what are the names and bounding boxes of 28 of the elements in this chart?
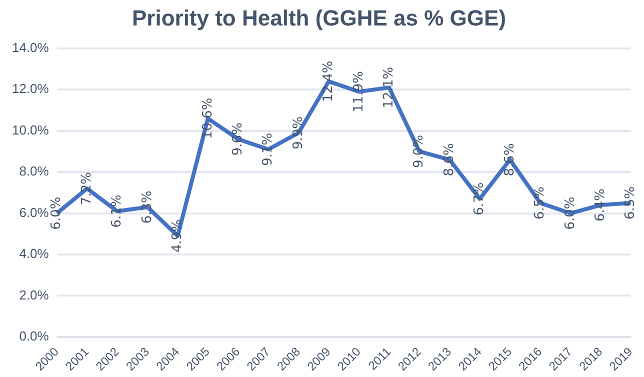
y-tick-label: 4.0% bbox=[19, 246, 50, 262]
y-tick-label: 8.0% bbox=[19, 164, 50, 179]
y-tick-label: 2.0% bbox=[19, 287, 50, 302]
y-tick-label: 0.0% bbox=[19, 328, 50, 344]
data-label: 10.6% bbox=[200, 98, 216, 140]
data-label: 9.0% bbox=[412, 134, 427, 168]
chart-title: Priority to Health (GGHE as % GGE) bbox=[132, 5, 506, 30]
data-label: 12.1% bbox=[382, 66, 397, 108]
y-tick-label: 6.0% bbox=[19, 204, 50, 220]
data-label: 8.6% bbox=[442, 143, 457, 176]
data-label: 9.9% bbox=[290, 116, 306, 150]
y-tick-label: 10.0% bbox=[12, 122, 50, 138]
y-tick-label: 12.0% bbox=[12, 81, 50, 96]
data-label: 11.9% bbox=[351, 71, 366, 112]
data-label: 6.5% bbox=[532, 186, 548, 220]
data-label: 6.0% bbox=[562, 196, 578, 230]
data-label: 9.6% bbox=[230, 122, 246, 156]
data-label: 6.5% bbox=[623, 186, 638, 220]
data-label: 9.1% bbox=[260, 132, 276, 166]
data-label: 4.9% bbox=[170, 219, 186, 252]
data-label: 6.4% bbox=[592, 188, 608, 222]
data-label: 7.2% bbox=[79, 172, 94, 206]
data-label: 8.6% bbox=[502, 143, 518, 176]
data-label: 12.4% bbox=[321, 60, 336, 102]
data-label: 6.1% bbox=[110, 194, 125, 228]
data-label: 6.7% bbox=[472, 182, 488, 216]
data-label: 6.3% bbox=[140, 190, 155, 224]
y-tick-label: 14.0% bbox=[12, 40, 50, 55]
